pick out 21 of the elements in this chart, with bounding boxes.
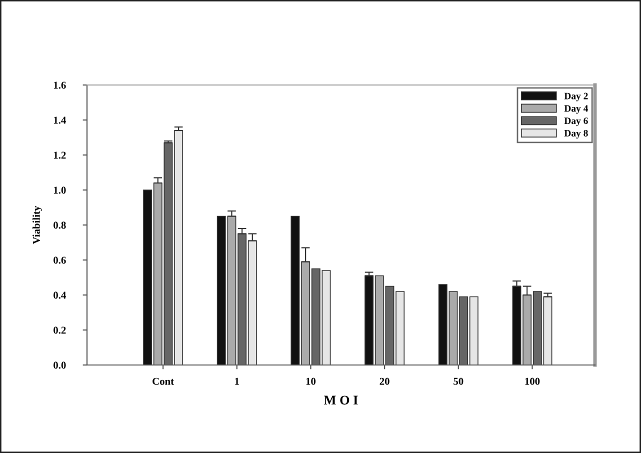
y-tick-label: 0.4 [54,292,66,299]
y-tick-label: 0.0 [54,362,66,369]
y-tick-label: 1.0 [54,186,66,194]
x-axis-title: M O I [324,396,358,405]
y-tick-label: 0.8 [54,222,66,229]
x-tick-label: 10 [306,378,316,385]
legend-label: Day 6 [564,118,588,126]
x-tick-label: 20 [380,378,390,385]
legend-label: Day 4 [564,105,588,114]
x-tick-label: 50 [454,378,464,385]
y-axis-title: Viability [32,206,42,244]
x-tick-label: 1 [235,378,239,385]
y-tick-label: 1.2 [54,152,66,159]
y-tick-label: 0.6 [54,256,66,264]
y-tick-label: 1.4 [54,116,66,124]
y-tick-label: 1.6 [54,82,66,89]
x-tick-label: Cont [152,378,174,385]
x-tick-label: 100 [525,378,540,385]
legend-label: Day 2 [564,92,588,102]
legend-label: Day 8 [564,130,588,139]
y-tick-label: 0.2 [54,326,66,334]
